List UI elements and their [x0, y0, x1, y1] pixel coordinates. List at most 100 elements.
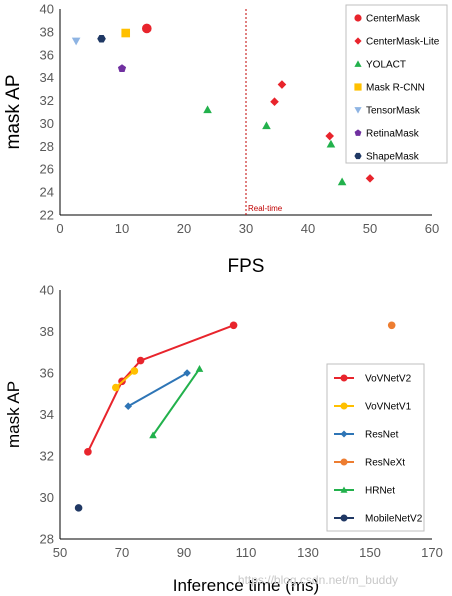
y-tick-label: 34	[40, 70, 54, 85]
legend-marker-swatch	[340, 430, 348, 438]
y-tick-label: 40	[40, 283, 54, 298]
legend-label: ShapeMask	[366, 152, 420, 163]
legend-label: VoVNetV2	[365, 374, 412, 385]
y-tick-label: 30	[40, 490, 54, 505]
legend-item-mobilenetv2: MobileNetV2	[334, 514, 423, 525]
series-vovnetv1	[112, 367, 139, 392]
legend-marker-swatch	[340, 514, 348, 522]
data-point-centermask	[142, 23, 152, 34]
data-point-centermask-lite	[325, 131, 334, 141]
series-shapemask	[97, 35, 106, 43]
series-mobilenetv2	[74, 504, 83, 512]
y-tick-label: 32	[40, 449, 54, 464]
x-tick-label: 70	[115, 545, 129, 560]
legend-label: VoVNetV1	[365, 402, 412, 413]
data-point-centermask-lite	[277, 80, 287, 89]
data-point-mask-r-cnn	[121, 28, 131, 38]
x-tick-label: 50	[363, 221, 377, 236]
y-axis-title: mask AP	[3, 75, 24, 150]
series-centermask	[142, 23, 152, 34]
y-tick-label: 34	[40, 407, 54, 422]
data-point-retinamask	[117, 64, 127, 72]
legend-item-shapemask: ShapeMask	[354, 152, 420, 163]
y-tick-label: 28	[40, 532, 54, 547]
y-tick-label: 36	[40, 366, 54, 381]
fps-vs-mask-ap-chart: 22 24 26 28 30 32 34 36 38 40 0 10 20 30 40 50 60 FPS mask…	[3, 2, 448, 277]
legend-label: RetinaMask	[366, 129, 420, 140]
x-tick-label: 0	[56, 221, 63, 236]
legend-item-resnext: ResNeXt	[334, 458, 405, 469]
legend-marker-swatch	[340, 402, 348, 410]
x-tick-label: 40	[301, 221, 315, 236]
legend-item-centermask-lite: CenterMask-Lite	[354, 37, 440, 48]
legend-item-resnet: ResNet	[334, 430, 399, 441]
x-tick-label: 90	[177, 545, 191, 560]
data-point-yolact	[203, 105, 212, 114]
x-tick-label: 10	[115, 221, 129, 236]
legend-marker-swatch	[354, 60, 362, 67]
data-point-vovnetv2	[229, 321, 238, 330]
legend-label: TensorMask	[366, 106, 421, 117]
y-tick-label: 22	[40, 208, 54, 223]
x-tick-label: 130	[297, 545, 319, 560]
legend-label: ResNeXt	[365, 458, 405, 469]
legend-item-vovnetv2: VoVNetV2	[334, 374, 412, 385]
legend-label: HRNet	[365, 486, 395, 497]
x-tick-label: 50	[53, 545, 67, 560]
x-tick-label: 170	[421, 545, 443, 560]
y-tick-label: 26	[40, 162, 54, 177]
data-point-yolact	[326, 139, 336, 148]
x-axis-title: FPS	[228, 256, 265, 277]
x-tick-label: 30	[239, 221, 253, 236]
series-resnext	[387, 321, 396, 330]
y-tick-label: 28	[40, 139, 54, 154]
data-point-hrnet	[195, 365, 204, 372]
legend-label: YOLACT	[366, 60, 406, 71]
legend-item-retinamask: RetinaMask	[354, 129, 420, 140]
legend-label: CenterMask-Lite	[366, 37, 440, 48]
legend-item-vovnetv1: VoVNetV1	[334, 402, 412, 413]
legend-label: Mask R-CNN	[366, 83, 425, 94]
data-point-hrnet	[149, 431, 157, 439]
legend-item-tensormask: TensorMask	[354, 106, 421, 117]
y-tick-label: 40	[40, 2, 54, 17]
data-point-shapemask	[97, 35, 106, 43]
series-line-vovnetv1	[115, 370, 136, 389]
series-hrnet	[149, 365, 204, 439]
y-tick-label: 38	[40, 324, 54, 339]
real-time-label: Real-time	[248, 204, 283, 213]
data-point-vovnetv2	[84, 448, 92, 456]
y-axis-title: mask AP	[4, 381, 23, 448]
data-point-resnext	[387, 321, 396, 330]
legend-item-hrnet: HRNet	[334, 486, 395, 497]
legend-marker-swatch	[340, 486, 348, 493]
data-point-mobilenetv2	[74, 504, 83, 512]
y-tick-label: 36	[40, 47, 54, 62]
legend-item-yolact: YOLACT	[354, 60, 406, 71]
data-point-centermask-lite	[270, 97, 279, 106]
legend-marker-swatch	[354, 83, 362, 91]
legend: CenterMask CenterMask-Lite YOLACT Mask R-CN…	[345, 4, 448, 164]
x-axis-title: Inference time (ms)	[173, 576, 319, 595]
data-point-resnet	[183, 369, 191, 377]
series-resnet	[124, 369, 191, 410]
x-tick-label: 150	[359, 545, 381, 560]
legend-marker-swatch	[354, 152, 362, 160]
data-point-yolact	[262, 121, 271, 130]
series-tensormask	[71, 37, 81, 46]
watermark-text: https://blog.csdn.net/m_buddy	[238, 573, 398, 587]
series-centermask-lite	[270, 80, 375, 183]
y-tick-label: 38	[40, 24, 54, 39]
data-point-tensormask	[71, 37, 81, 46]
legend-marker-swatch	[340, 374, 348, 382]
data-point-centermask-lite	[365, 174, 375, 183]
data-point-yolact	[337, 177, 347, 186]
y-tick-label: 32	[40, 93, 54, 108]
data-point-vovnetv1	[130, 367, 139, 375]
legend-item-mask-r-cnn: Mask R-CNN	[354, 83, 425, 94]
series-yolact	[203, 105, 347, 186]
data-point-vovnetv1	[112, 383, 120, 392]
legend-marker-swatch	[354, 14, 362, 22]
